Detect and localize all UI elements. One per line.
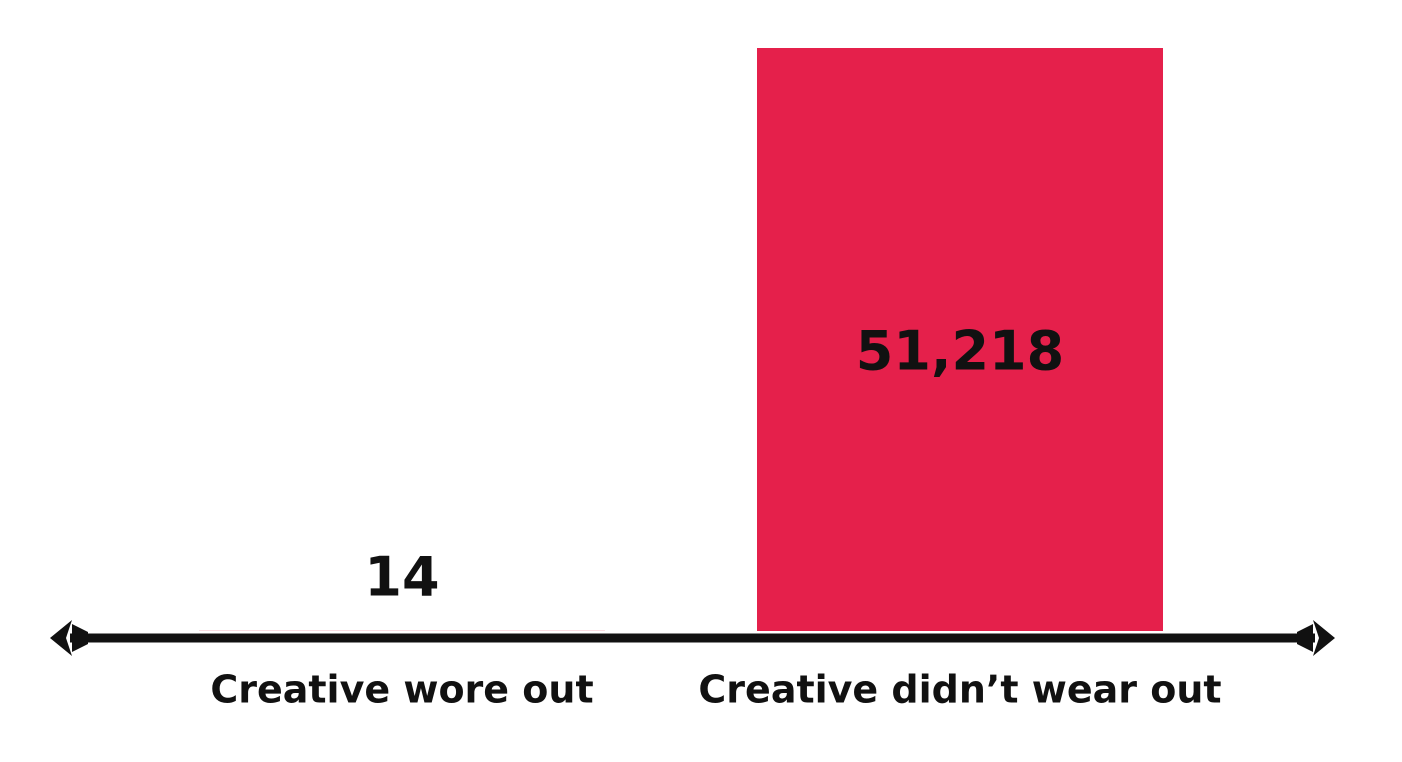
bar (757, 48, 1163, 631)
axis-end-left (50, 620, 88, 656)
x-tick-label: Creative wore out (210, 668, 593, 712)
x-tick-label: Creative didn’t wear out (698, 668, 1221, 712)
bars (199, 48, 1163, 631)
value-label: 14 (364, 545, 439, 608)
value-label: 51,218 (856, 320, 1064, 383)
axis-end-right (1297, 620, 1335, 656)
